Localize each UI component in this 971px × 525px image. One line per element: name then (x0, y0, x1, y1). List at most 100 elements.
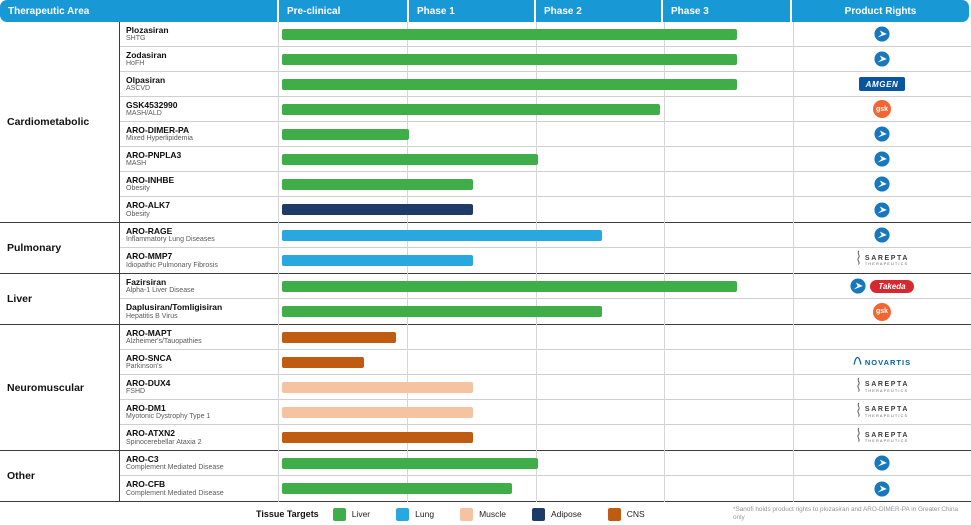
program-cell: ARO-MMP7 Idiopathic Pulmonary Fibrosis (120, 248, 278, 273)
legend-label: Liver (351, 509, 371, 519)
program-name: Plozasiran (126, 24, 169, 35)
stage-track (278, 476, 793, 501)
program-name: GSK4532990 (126, 99, 178, 110)
legend-label: Muscle (479, 509, 506, 519)
arrowhead-logo-icon (874, 201, 890, 218)
header-phase-2: Phase 2 (536, 0, 661, 22)
program-indication: MASH/ALD (126, 110, 162, 118)
legend-label: CNS (626, 509, 645, 519)
product-rights-cell (793, 147, 971, 171)
stage-track (278, 325, 793, 349)
program-indication: HoFH (126, 60, 145, 68)
program-indication: Obesity (126, 185, 150, 193)
stage-track (278, 172, 793, 196)
program-row: Fazirsiran Alpha-1 Liver Disease Takeda (120, 274, 971, 299)
therapeutic-area-label: Pulmonary (0, 223, 120, 273)
legend-item: Lung (396, 507, 434, 521)
header-phase-1: Phase 1 (409, 0, 534, 22)
arrowhead-logo-icon (874, 480, 890, 497)
program-row: GSK4532990 MASH/ALD gsk (120, 97, 971, 122)
program-name: ARO-CFB (126, 479, 166, 490)
product-rights-cell (793, 197, 971, 222)
program-row: ARO-CFB Complement Mediated Disease (120, 476, 971, 501)
therapeutic-area-group: Neuromuscular ARO-MAPT Alzheimer's/Tauopat… (0, 325, 971, 451)
footnote: *Sanofi holds product rights to plozasir… (733, 506, 959, 521)
stage-track (278, 299, 793, 324)
sarepta-subname: THERAPEUTICS (864, 261, 909, 267)
stage-track (278, 72, 793, 96)
sarepta-name: SAREPTA (864, 406, 910, 413)
program-cell: ARO-PNPLA3 MASH (120, 147, 278, 171)
legend-swatch (460, 507, 474, 521)
program-name: ARO-DUX4 (126, 377, 171, 388)
program-indication: Hepatitis B Virus (126, 312, 178, 320)
sarepta-logo: SAREPTA THERAPEUTICS (855, 377, 909, 398)
program-cell: ARO-SNCA Parkinson's (120, 350, 278, 374)
stage-track (278, 248, 793, 273)
stage-track (278, 350, 793, 374)
stage-track (278, 147, 793, 171)
program-rows: Plozasiran SHTG Zodasiran HoFH Olpasiran ASCV… (120, 22, 971, 222)
stage-bar (282, 306, 602, 317)
arrowhead-logo-icon (874, 51, 890, 67)
stage-bar (282, 382, 473, 393)
program-row: ARO-C3 Complement Mediated Disease (120, 451, 971, 476)
program-indication: Inflammatory Lung Diseases (126, 236, 215, 244)
program-indication: ASCVD (126, 85, 151, 93)
therapeutic-area-group: Cardiometabolic Plozasiran SHTG Zodasiran Ho… (0, 22, 971, 223)
program-row: ARO-SNCA Parkinson's NOVARTIS (120, 350, 971, 375)
program-row: Plozasiran SHTG (120, 22, 971, 47)
program-cell: ARO-ALK7 Obesity (120, 197, 278, 222)
program-row: ARO-MMP7 Idiopathic Pulmonary Fibrosis SAR… (120, 248, 971, 273)
program-rows: Fazirsiran Alpha-1 Liver Disease Takeda Dap… (120, 274, 971, 324)
stage-track (278, 122, 793, 146)
program-indication: MASH (126, 160, 147, 168)
arrowhead-logo-icon (874, 176, 890, 192)
program-indication: Myotonic Dystrophy Type 1 (126, 413, 211, 421)
sarepta-symbol-icon (855, 250, 862, 271)
sarepta-name: SAREPTA (864, 254, 910, 262)
program-indication: Idiopathic Pulmonary Fibrosis (126, 261, 218, 269)
therapeutic-area-label: Liver (0, 274, 120, 324)
stage-bar (282, 154, 538, 165)
product-rights-cell (793, 476, 971, 501)
program-row: ARO-RAGE Inflammatory Lung Diseases (120, 223, 971, 248)
program-indication: FSHD (126, 388, 146, 396)
novartis-symbol-icon (853, 356, 862, 368)
program-rows: ARO-MAPT Alzheimer's/Tauopathies ARO-SNCA P… (120, 325, 971, 450)
product-rights-cell: AMGEN (793, 72, 971, 96)
product-rights-cell (793, 223, 971, 247)
sarepta-wordmark: SAREPTA THERAPEUTICS (865, 406, 909, 418)
product-rights-cell: NOVARTIS (793, 350, 971, 374)
program-row: ARO-INHBE Obesity (120, 172, 971, 197)
program-name: ARO-MMP7 (126, 251, 173, 262)
program-cell: ARO-C3 Complement Mediated Disease (120, 451, 278, 475)
program-row: ARO-ALK7 Obesity (120, 197, 971, 222)
footer: Tissue Targets Liver Lung Muscle Adipose CNS… (0, 502, 971, 525)
arrowhead-logo-icon (874, 126, 890, 142)
program-row: Daplusiran/Tomligisiran Hepatitis B Virus… (120, 299, 971, 324)
legend-item: Muscle (460, 507, 506, 521)
product-rights-cell: SAREPTA THERAPEUTICS (793, 400, 971, 424)
program-indication: Obesity (126, 210, 150, 218)
product-rights-cell (793, 172, 971, 196)
sarepta-symbol-icon (855, 402, 862, 423)
program-rows: ARO-RAGE Inflammatory Lung Diseases ARO-MM… (120, 223, 971, 273)
product-rights-cell (793, 47, 971, 71)
program-row: Zodasiran HoFH (120, 47, 971, 72)
stage-track (278, 451, 793, 475)
program-cell: ARO-CFB Complement Mediated Disease (120, 476, 278, 501)
sarepta-name: SAREPTA (864, 381, 910, 388)
program-indication: Mixed Hyperlipidemia (126, 135, 193, 143)
program-cell: ARO-DM1 Myotonic Dystrophy Type 1 (120, 400, 278, 424)
program-name: ARO-PNPLA3 (126, 149, 182, 160)
stage-bar (282, 104, 660, 115)
sarepta-logo: SAREPTA THERAPEUTICS (855, 250, 909, 271)
program-name: ARO-DIMER-PA (126, 124, 190, 135)
program-indication: SHTG (126, 35, 146, 43)
amgen-logo: AMGEN (858, 77, 906, 91)
legend-item: Adipose (532, 507, 582, 521)
sarepta-subname: THERAPEUTICS (864, 387, 909, 393)
therapeutic-area-label: Other (0, 451, 120, 501)
